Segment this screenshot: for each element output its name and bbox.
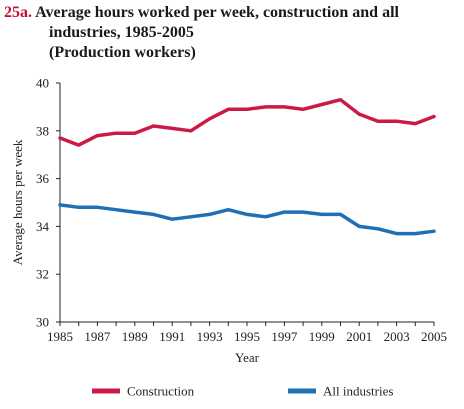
x-tick-label: 1991: [159, 329, 185, 344]
x-tick-label: 1987: [84, 329, 111, 344]
title-line-1: 25a. Average hours worked per week, cons…: [4, 3, 460, 23]
title-text-1: Average hours worked per week, construct…: [35, 4, 399, 21]
title-line-2: industries, 1985-2005: [49, 24, 194, 41]
series-line-construction: [58, 97, 436, 147]
legend-label-all-industries: All industries: [323, 384, 393, 399]
x-tick-label: 2001: [346, 329, 372, 344]
series-line-all-industries: [58, 203, 436, 236]
y-tick-label: 40: [36, 76, 49, 91]
x-tick-label: 1997: [271, 329, 298, 344]
chart-subtitle: (Production workers): [49, 44, 196, 61]
y-axis-title: Average hours per week: [10, 139, 25, 265]
x-tick-label: 2005: [421, 329, 447, 344]
y-tick-label: 30: [36, 315, 49, 330]
x-tick-label: 1989: [122, 329, 148, 344]
y-tick-label: 34: [36, 219, 50, 234]
y-tick-label: 32: [36, 267, 49, 282]
chart-title: 25a. Average hours worked per week, cons…: [4, 3, 460, 63]
x-axis-title: Year: [235, 350, 260, 365]
y-tick-label: 36: [36, 171, 50, 186]
legend-label-construction: Construction: [127, 384, 195, 399]
x-tick-label: 1993: [197, 329, 223, 344]
x-tick-label: 1985: [47, 329, 73, 344]
chart-number: 25a.: [4, 4, 32, 21]
x-tick-label: 1995: [234, 329, 260, 344]
x-tick-label: 1999: [309, 329, 335, 344]
y-tick-label: 38: [36, 123, 49, 138]
x-tick-label: 2003: [384, 329, 410, 344]
